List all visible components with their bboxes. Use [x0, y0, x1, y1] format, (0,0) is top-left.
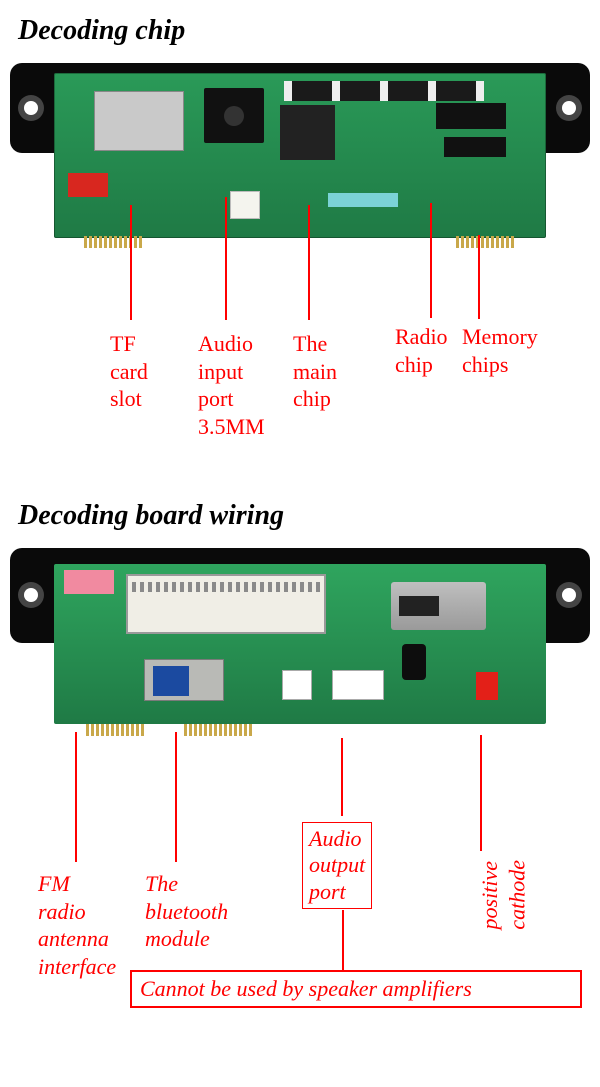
- mount-hole-right: [556, 95, 582, 121]
- edge-trace-left: [84, 236, 144, 248]
- pcb-top: [54, 73, 546, 238]
- note-connector: [342, 910, 344, 972]
- white-connector-3: [332, 670, 384, 700]
- usb-port: [391, 582, 486, 630]
- pcb-bottom: [54, 564, 546, 724]
- edge-trace-2l: [86, 724, 146, 736]
- red-led: [476, 672, 498, 700]
- radio-chip-label: Radiochip: [395, 323, 448, 378]
- memory-chips-label: Memorychips: [462, 323, 538, 378]
- main-chip-label: Themainchip: [293, 330, 337, 413]
- positive-cathode-label: positivecathode: [476, 860, 531, 930]
- tf-card-slot-pointer: [130, 205, 132, 320]
- edge-trace-right: [456, 236, 516, 248]
- capacitor: [402, 644, 426, 680]
- section2-title: Decoding board wiring: [0, 485, 600, 540]
- audio-output-pointer: [341, 738, 343, 816]
- bluetooth-label: Thebluetoothmodule: [145, 870, 228, 953]
- section2-board: Cannot be used by speaker amplifiers FMr…: [0, 540, 600, 1020]
- white-connector-2: [282, 670, 312, 700]
- bluetooth-module: [144, 659, 224, 701]
- section1-title: Decoding chip: [0, 0, 600, 55]
- bluetooth-pointer: [175, 732, 177, 862]
- audio-input-jack: [204, 88, 264, 143]
- white-connector: [230, 191, 260, 219]
- pin-headers: [284, 81, 484, 101]
- lcd-display: [126, 574, 326, 634]
- radio-chip-pointer: [430, 203, 432, 318]
- audio-input-label: Audioinputport3.5MM: [198, 330, 265, 440]
- ir-sensor: [64, 570, 114, 594]
- flex-connector: [328, 193, 398, 207]
- fm-antenna-label: FMradioantennainterface: [38, 870, 116, 980]
- tf-card-slot: [94, 91, 184, 151]
- radio-chip: [436, 103, 506, 129]
- positive-cathode-pointer: [480, 735, 482, 851]
- section1-board: TFcardslot Audioinputport3.5MM Themainchip…: [0, 55, 600, 455]
- audio-input-pointer: [225, 197, 227, 320]
- main-chip-pointer: [308, 205, 310, 320]
- mount-hole-right-2: [556, 582, 582, 608]
- edge-trace-2r: [184, 724, 254, 736]
- tf-card-slot-label: TFcardslot: [110, 330, 148, 413]
- fm-antenna-pointer: [75, 732, 77, 862]
- memory-chips-pointer: [478, 235, 480, 319]
- mount-hole-left: [18, 95, 44, 121]
- memory-chip: [444, 137, 506, 157]
- ir-receiver: [68, 173, 108, 197]
- warning-note: Cannot be used by speaker amplifiers: [130, 970, 582, 1008]
- mount-hole-left-2: [18, 582, 44, 608]
- audio-output-label: Audiooutputport: [302, 822, 372, 909]
- main-chip: [280, 105, 335, 160]
